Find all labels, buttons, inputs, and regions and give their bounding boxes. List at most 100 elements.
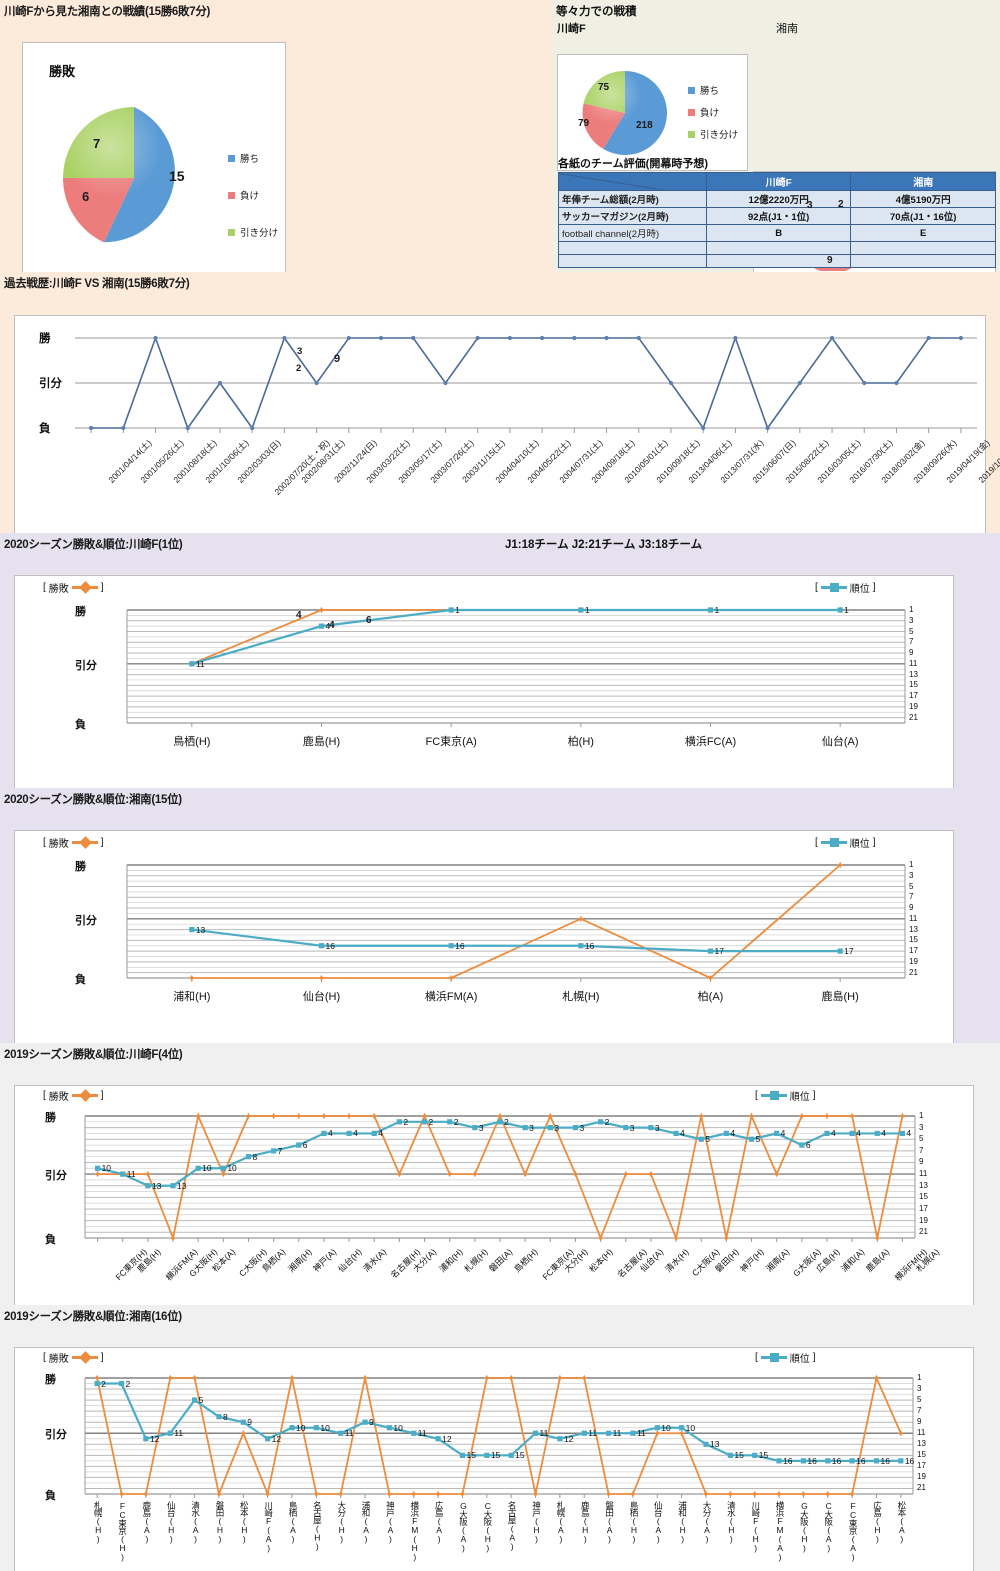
panel-history-chart: 勝引分負 2001/04/14(土) 2001/05/26(土) 2001/08/18… <box>14 315 1000 545</box>
rank-tick-1: 1 <box>917 1373 922 1382</box>
rank-value: 13 <box>177 1180 187 1191</box>
section2-title: 等々力での戦積 <box>556 6 637 18</box>
legend-rank-marker <box>820 583 847 592</box>
section-2020-shonan: 2020シーズン勝敗&順位:湘南(15位) 勝引分負 1 3 5 7 9 11 13 15 17 1… <box>0 788 1000 1055</box>
xtick: 広島(A) <box>434 1501 445 1543</box>
rank-value: 15 <box>758 1450 769 1461</box>
rank-value: 4 <box>856 1128 861 1139</box>
ytick-負: 負 <box>45 1234 56 1246</box>
rank-value: 4 <box>730 1128 736 1139</box>
rank-value: 11 <box>417 1428 427 1439</box>
ytick-負: 負 <box>75 719 86 731</box>
rank-tick-21: 21 <box>909 967 918 977</box>
rank-value: 10 <box>202 1163 212 1174</box>
rank-tick-21: 21 <box>919 1227 928 1237</box>
ytick-勝: 勝 <box>45 1374 56 1386</box>
rank-tick-5: 5 <box>909 626 914 636</box>
rank-value: 16 <box>584 940 595 951</box>
rank-tick-13: 13 <box>919 1180 928 1190</box>
legend-label-win: 勝ち <box>700 86 720 97</box>
rank-tick-21: 21 <box>909 712 918 722</box>
ytick-勝: 勝 <box>75 606 86 618</box>
legend-swatch-lose <box>688 108 695 116</box>
team-eval-table: 川崎F 湘南 年俸チーム総額(2月時) 12億2220万円 4億5190万円 サ… <box>558 172 996 268</box>
rank-value: 9 <box>247 1417 253 1428</box>
overall-pie-value-win: 15 <box>169 168 185 184</box>
rank-value: 2 <box>125 1378 131 1389</box>
panel-2019-shonan-chart: 勝引分負 1 3 5 7 9 11 13 15 17 19 21 2 2 12 11 5 8 9 12 10 10 11 9 1… <box>14 1347 974 1571</box>
xtick: 浦和(H) <box>173 991 211 1003</box>
rank-value: 4 <box>906 1128 912 1139</box>
todoroki-kawasaki-value-draw: 75 <box>598 82 610 93</box>
todoroki-shonan-value-win: 2 <box>838 199 844 210</box>
section-todoroki: 等々力での戦積 川崎F 湘南 218 79 75 勝ち 負け 引き分け <box>552 0 1000 288</box>
rank-value: 3 <box>629 1122 635 1133</box>
legend-label-lose: 負け <box>240 191 260 202</box>
rank-tick-13: 13 <box>909 669 918 679</box>
xtick: 札幌(H) <box>93 1501 104 1543</box>
eval-row-kawasaki: 12億2220万円 <box>705 190 852 208</box>
overall-pie-legend: 勝ち 負け 引き分け <box>228 151 278 246</box>
home-pie-value-draw: 3 <box>297 346 303 357</box>
ytick-引分: 引分 <box>45 1170 67 1183</box>
rank-tick-11: 11 <box>917 1428 926 1438</box>
rank-value: 10 <box>685 1422 696 1433</box>
eval-row-shonan: 4億5190万円 <box>850 190 996 208</box>
ytick-引分: 引分 <box>45 1429 67 1442</box>
section-2019-kawasaki: 2019シーズン勝敗&順位:川崎F(4位) 勝引分負 1 3 5 7 9 11 13 15 17 1… <box>0 1043 1000 1317</box>
eval-row-kawasaki <box>705 254 852 268</box>
rank-value: 16 <box>904 1455 915 1466</box>
rank-tick-9: 9 <box>919 1157 924 1167</box>
rank-value: 10 <box>227 1163 237 1174</box>
rank-tick-13: 13 <box>917 1439 926 1449</box>
rank-value: 16 <box>880 1455 890 1466</box>
xtick: 鳥栖(H) <box>173 736 211 748</box>
legend-wl-marker <box>71 1351 98 1364</box>
team-eval-block: 各紙のチーム評価(開幕時予想) 川崎F 湘南 年俸チーム総額(2月時) 12億2… <box>558 155 996 268</box>
rank-value: 13 <box>710 1439 720 1450</box>
s2019-shonan-chart: 勝引分負 1 3 5 7 9 11 13 15 17 19 21 2 2 12 11 5 8 9 12 10 10 11 9 1… <box>15 1348 973 1571</box>
history-plot <box>75 335 977 433</box>
legend-rank: [順位] <box>755 1090 816 1103</box>
rank-tick-7: 7 <box>909 892 914 902</box>
xtick: 名古屋(A) <box>507 1501 518 1551</box>
rank-tick-15: 15 <box>909 935 918 945</box>
ytick-負: 負 <box>45 1490 56 1502</box>
eval-row-shonan: E <box>850 224 996 242</box>
s2019k-title: 2019シーズン勝敗&順位:川崎F(4位) <box>4 1049 183 1061</box>
rank-value: 13 <box>151 1180 162 1191</box>
xtick: 仙台(A) <box>821 736 859 748</box>
eval-row-kawasaki <box>705 241 852 255</box>
rank-tick-19: 19 <box>917 1472 926 1482</box>
xtick: 横浜FM(A) <box>424 991 478 1003</box>
eval-row-kawasaki: 92点(J1・1位) <box>705 207 852 225</box>
history-ytick-引分: 引分 <box>39 378 62 390</box>
xtick: 大分(A) <box>702 1501 712 1543</box>
rank-tick-7: 7 <box>909 637 914 647</box>
rank-value: 2 <box>504 1116 509 1127</box>
rank-value: 2 <box>403 1116 409 1127</box>
eval-corner-cell <box>558 172 707 191</box>
xtick: 松本(H) <box>239 1501 250 1543</box>
rank-value: 2 <box>428 1116 434 1127</box>
legend-swatch-draw <box>688 130 695 138</box>
rank-value: 11 <box>636 1428 646 1439</box>
rank-tick-3: 3 <box>909 870 914 880</box>
xtick: 札幌(H) <box>562 991 600 1003</box>
rank-value: 5 <box>705 1134 710 1145</box>
s2020-shonan-chart: 勝引分負 1 3 5 7 9 11 13 15 17 19 21 13 16 16 16 17 17 浦和(H) 仙台… <box>15 831 953 1054</box>
xtick: FC東京(A) <box>848 1501 859 1561</box>
rank-tick-11: 11 <box>909 658 918 668</box>
xtick: 鳥栖(H) <box>628 1501 639 1543</box>
home-pie-value-win: 9 <box>334 353 341 365</box>
rank-value: 2 <box>453 1116 459 1127</box>
todoroki-kawasaki-value-lose: 79 <box>578 118 590 129</box>
rank-tick-5: 5 <box>917 1395 922 1405</box>
rank-tick-1: 1 <box>919 1111 924 1120</box>
rank-tick-7: 7 <box>917 1406 922 1416</box>
s2020s-title: 2020シーズン勝敗&順位:湘南(15位) <box>4 794 182 806</box>
ytick-勝: 勝 <box>75 861 86 873</box>
rank-tick-9: 9 <box>909 903 914 913</box>
todoroki-right-label: 湘南 <box>776 23 798 35</box>
